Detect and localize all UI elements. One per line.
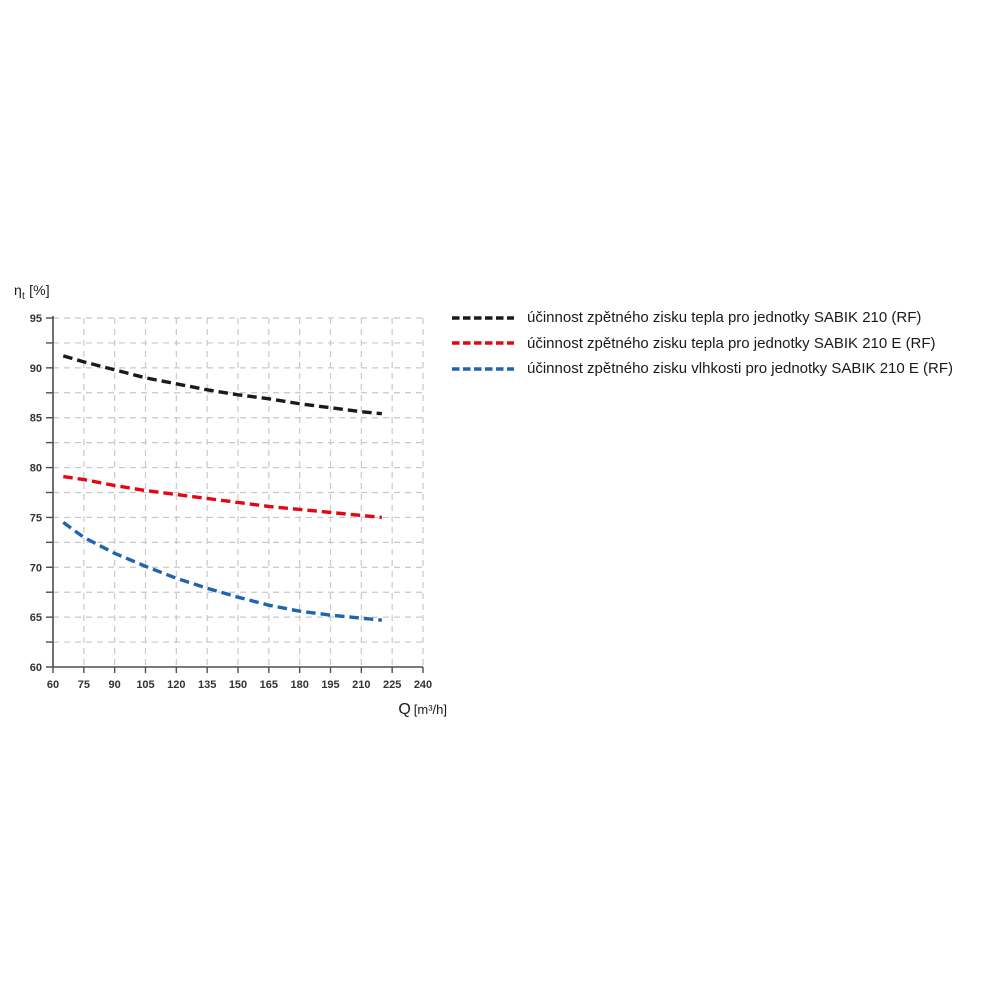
- legend-label: účinnost zpětného zisku tepla pro jednot…: [527, 334, 936, 352]
- svg-text:150: 150: [229, 679, 247, 691]
- x-axis-label: Q [m³/h]: [398, 701, 447, 718]
- chart-plot-svg: 60 65 70 75 80 85 90 95 60 75 90 105 120 135 150 165 180…: [30, 313, 447, 718]
- svg-text:240: 240: [414, 679, 432, 691]
- svg-text:70: 70: [30, 562, 42, 574]
- legend-label: účinnost zpětného zisku tepla pro jednot…: [527, 309, 922, 327]
- legend-swatch-red-dashed-line: [452, 341, 514, 345]
- svg-text:225: 225: [383, 679, 401, 691]
- y-axis-symbol-sub: t: [22, 290, 25, 302]
- svg-text:180: 180: [290, 679, 308, 691]
- legend-label: účinnost zpětného zisku vlhkosti pro jed…: [527, 360, 954, 378]
- svg-text:90: 90: [109, 679, 121, 691]
- y-axis-unit: [%]: [24, 282, 50, 298]
- svg-text:90: 90: [30, 363, 42, 375]
- legend-item-sabik-210e-heat: účinnost zpětného zisku tepla pro jednot…: [452, 331, 953, 357]
- svg-text:105: 105: [136, 679, 154, 691]
- svg-text:95: 95: [30, 313, 42, 325]
- legend-swatch-black-dashed-line: [452, 316, 514, 320]
- svg-text:75: 75: [30, 512, 42, 524]
- svg-text:210: 210: [352, 679, 370, 691]
- svg-text:120: 120: [167, 679, 185, 691]
- svg-text:165: 165: [260, 679, 278, 691]
- legend: účinnost zpětného zisku tepla pro jednot…: [452, 305, 953, 382]
- y-axis-label: ηt [%]: [14, 282, 50, 302]
- legend-item-sabik-210-heat: účinnost zpětného zisku tepla pro jednot…: [452, 305, 953, 331]
- svg-text:60: 60: [30, 662, 42, 674]
- y-axis-symbol: η: [14, 282, 22, 298]
- svg-text:80: 80: [30, 463, 42, 475]
- svg-text:135: 135: [198, 679, 216, 691]
- svg-text:65: 65: [30, 612, 42, 624]
- legend-item-sabik-210e-humidity: účinnost zpětného zisku vlhkosti pro jed…: [452, 356, 953, 382]
- svg-text:60: 60: [47, 679, 59, 691]
- svg-text:85: 85: [30, 413, 42, 425]
- svg-text:195: 195: [321, 679, 339, 691]
- legend-swatch-blue-dashed-line: [452, 367, 514, 371]
- svg-text:75: 75: [78, 679, 90, 691]
